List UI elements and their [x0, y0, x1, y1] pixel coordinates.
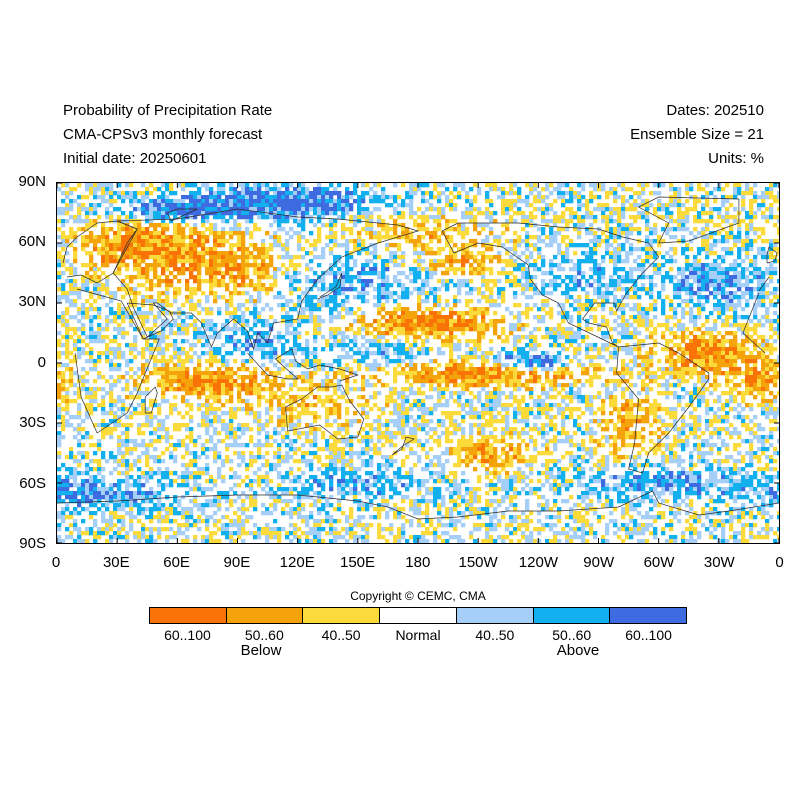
- lon-tick-label: 60E: [163, 554, 190, 571]
- legend-swatch: [380, 608, 457, 623]
- legend-swatch: [533, 608, 611, 623]
- lat-tick-label: 0: [37, 354, 46, 371]
- legend-category-label: 40..50: [475, 627, 515, 643]
- legend-above-label: Above: [556, 642, 600, 659]
- lon-tick-label: 60W: [643, 554, 675, 571]
- axis-ticks: [57, 183, 779, 543]
- legend-category-label: 40..50: [321, 627, 361, 643]
- lon-tick-label: 120E: [279, 554, 315, 571]
- lon-tick-label: 90W: [583, 554, 615, 571]
- coastline: [74, 288, 160, 434]
- legend-category-label: 50..60: [244, 627, 284, 643]
- lon-tick-label: 90E: [223, 554, 251, 571]
- coastline: [758, 276, 770, 292]
- coastline: [391, 436, 415, 456]
- legend-below-label: Below: [240, 642, 282, 659]
- legend-category-label: Normal: [395, 627, 441, 643]
- coastline: [766, 246, 778, 264]
- coastline: [637, 196, 740, 244]
- lon-tick-label: 30E: [102, 554, 130, 571]
- legend-swatch: [610, 608, 687, 623]
- lat-tick-label: 60S: [19, 475, 46, 492]
- legend-swatch: [150, 608, 227, 623]
- lat-tick-label: 90S: [19, 535, 46, 552]
- coastline: [112, 208, 420, 351]
- ensemble-size: Ensemble Size = 21: [630, 126, 764, 143]
- copyright-notice: Copyright © CEMC, CMA: [350, 589, 486, 603]
- initial-date: Initial date: 20250601: [63, 150, 207, 167]
- legend-category-label: 60..100: [625, 627, 672, 643]
- legend-category-label: 60..100: [164, 627, 211, 643]
- coastline: [144, 386, 158, 414]
- coastline: [126, 302, 174, 340]
- forecast-dates: Dates: 202510: [666, 102, 764, 119]
- coastline: [247, 348, 359, 382]
- units-label: Units: %: [708, 150, 764, 167]
- lat-tick-label: 60N: [18, 233, 46, 250]
- map-title: Probability of Precipitation Rate: [63, 102, 273, 119]
- coastline: [57, 490, 779, 520]
- coastline: [742, 292, 766, 354]
- coastlines: [57, 196, 779, 520]
- lon-tick-label: 0: [51, 554, 61, 571]
- lat-tick-label: 90N: [18, 173, 46, 190]
- lon-tick-label: 30W: [703, 554, 735, 571]
- coastline: [616, 342, 710, 474]
- legend-swatch: [226, 608, 304, 623]
- coastline: [441, 222, 660, 348]
- coastline: [166, 208, 198, 222]
- map-subtitle: CMA-CPSv3 monthly forecast: [63, 126, 263, 143]
- lat-tick-label: 30N: [18, 293, 46, 310]
- coastline: [317, 272, 343, 300]
- legend-swatch: [303, 608, 381, 623]
- lon-tick-label: 150W: [458, 554, 498, 571]
- lon-tick-label: 150E: [339, 554, 376, 571]
- coastline: [285, 384, 365, 440]
- color-legend: [149, 607, 687, 624]
- probability-cells: [57, 183, 779, 543]
- legend-swatch: [456, 608, 534, 623]
- lon-tick-label: 120W: [518, 554, 558, 571]
- probability-field: [57, 183, 779, 543]
- lat-tick-label: 30S: [19, 414, 46, 431]
- lon-tick-label: 0: [775, 554, 784, 571]
- lon-tick-label: 180: [405, 554, 431, 571]
- forecast-map: [56, 182, 780, 544]
- legend-category-label: 50..60: [552, 627, 592, 643]
